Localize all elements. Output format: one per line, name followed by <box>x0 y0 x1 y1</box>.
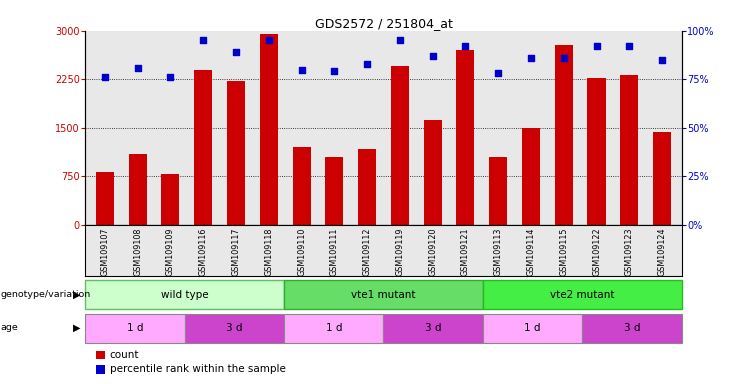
Bar <box>483 280 682 309</box>
Text: GSM109119: GSM109119 <box>396 227 405 276</box>
Text: GSM109116: GSM109116 <box>199 227 207 276</box>
Bar <box>293 147 310 225</box>
Point <box>656 57 668 63</box>
Bar <box>522 128 540 225</box>
Point <box>296 66 308 73</box>
Text: 1 d: 1 d <box>525 323 541 333</box>
Bar <box>358 149 376 225</box>
Bar <box>284 280 483 309</box>
Bar <box>483 314 582 343</box>
Bar <box>227 81 245 225</box>
Text: GSM109121: GSM109121 <box>461 227 470 276</box>
Point <box>525 55 537 61</box>
Text: GSM109115: GSM109115 <box>559 227 568 276</box>
Text: 1 d: 1 d <box>127 323 143 333</box>
Text: vte1 mutant: vte1 mutant <box>351 290 416 300</box>
Text: GSM109112: GSM109112 <box>362 227 371 276</box>
Text: GSM109107: GSM109107 <box>100 227 110 276</box>
Text: GSM109120: GSM109120 <box>428 227 437 276</box>
Text: ▶: ▶ <box>73 290 80 300</box>
Bar <box>129 154 147 225</box>
Bar <box>424 120 442 225</box>
Text: 3 d: 3 d <box>226 323 242 333</box>
Bar <box>325 157 343 225</box>
Text: wild type: wild type <box>161 290 208 300</box>
Bar <box>620 75 638 225</box>
Bar <box>653 132 671 225</box>
Text: GSM109113: GSM109113 <box>494 227 502 276</box>
Bar <box>260 34 278 225</box>
Bar <box>489 157 507 225</box>
Text: ▶: ▶ <box>73 323 80 333</box>
Point <box>558 55 570 61</box>
Text: GSM109110: GSM109110 <box>297 227 306 276</box>
Text: 1 d: 1 d <box>325 323 342 333</box>
Text: GSM109108: GSM109108 <box>133 227 142 276</box>
Bar <box>96 172 114 225</box>
Text: count: count <box>110 350 139 360</box>
Text: GSM109114: GSM109114 <box>526 227 536 276</box>
Bar <box>384 314 483 343</box>
Point <box>361 61 373 67</box>
Text: GSM109118: GSM109118 <box>265 227 273 276</box>
Point <box>328 68 340 74</box>
Bar <box>284 314 384 343</box>
Point <box>197 37 209 43</box>
Text: GSM109124: GSM109124 <box>657 227 667 276</box>
Point <box>623 43 635 49</box>
Bar <box>185 314 284 343</box>
Bar <box>194 70 212 225</box>
Text: GSM109111: GSM109111 <box>330 227 339 276</box>
Bar <box>555 45 573 225</box>
Point <box>263 37 275 43</box>
Bar <box>162 174 179 225</box>
Point <box>99 74 111 80</box>
Text: 3 d: 3 d <box>425 323 442 333</box>
Bar <box>391 66 409 225</box>
Text: genotype/variation: genotype/variation <box>1 290 91 299</box>
Point <box>394 37 406 43</box>
Text: percentile rank within the sample: percentile rank within the sample <box>110 364 285 374</box>
Point <box>230 49 242 55</box>
Bar <box>456 50 474 225</box>
Bar <box>588 78 605 225</box>
Bar <box>582 314 682 343</box>
Bar <box>85 280 284 309</box>
Text: vte2 mutant: vte2 mutant <box>550 290 614 300</box>
Point <box>492 70 504 76</box>
Text: age: age <box>1 323 19 333</box>
Point <box>591 43 602 49</box>
Point <box>165 74 176 80</box>
Title: GDS2572 / 251804_at: GDS2572 / 251804_at <box>314 17 453 30</box>
Text: GSM109109: GSM109109 <box>166 227 175 276</box>
Bar <box>85 314 185 343</box>
Point <box>132 65 144 71</box>
Point <box>427 53 439 59</box>
Text: GSM109122: GSM109122 <box>592 227 601 276</box>
Text: GSM109117: GSM109117 <box>231 227 241 276</box>
Point <box>459 43 471 49</box>
Text: 3 d: 3 d <box>624 323 640 333</box>
Text: GSM109123: GSM109123 <box>625 227 634 276</box>
